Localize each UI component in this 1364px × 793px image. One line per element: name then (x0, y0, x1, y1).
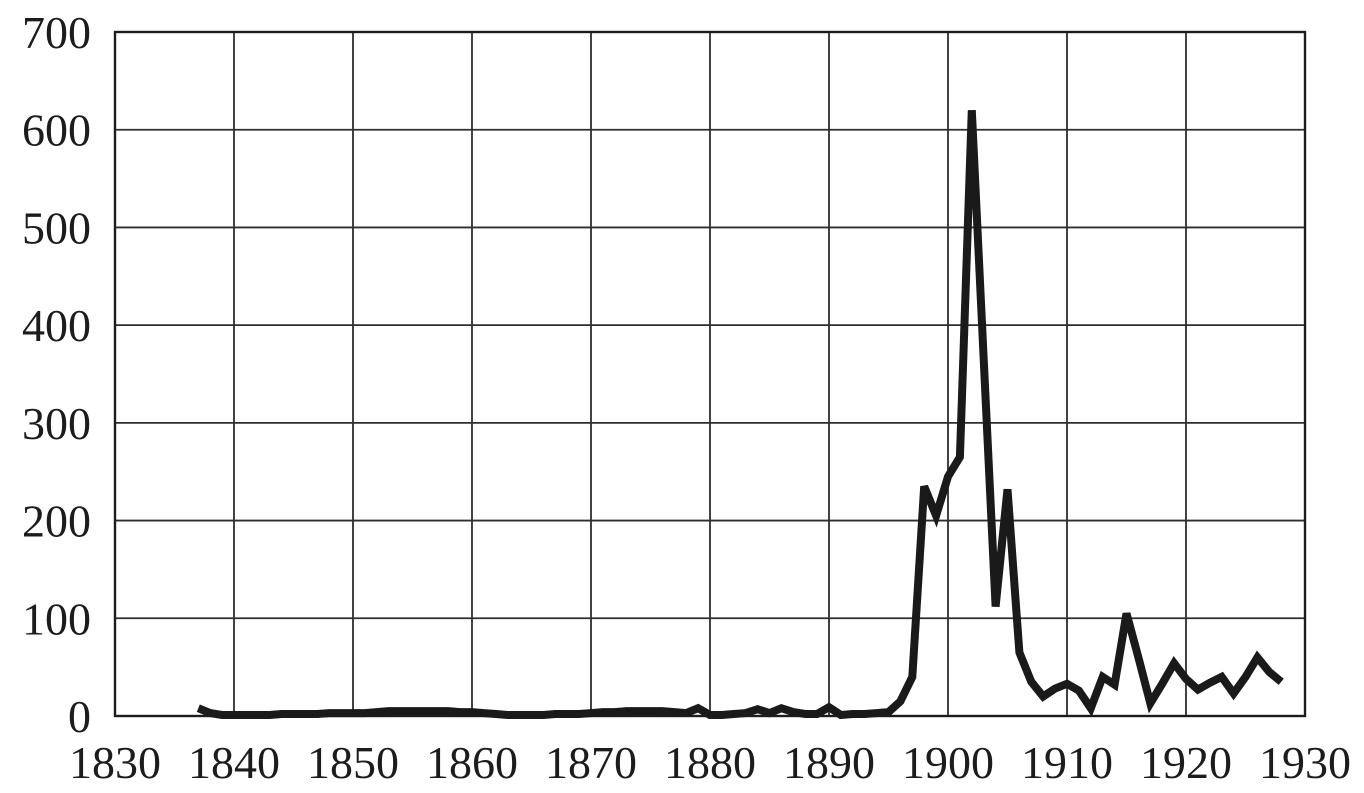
x-axis-tick-label: 1850 (307, 737, 399, 788)
y-axis-tick-label: 300 (22, 398, 91, 449)
y-axis-tick-label: 600 (22, 105, 91, 156)
y-axis-tick-label: 0 (68, 691, 91, 742)
y-axis-tick-label: 400 (22, 300, 91, 351)
x-axis-tick-label: 1920 (1140, 737, 1232, 788)
y-axis-tick-label: 100 (22, 593, 91, 644)
x-axis-tick-label: 1830 (69, 737, 161, 788)
x-axis-tick-label: 1890 (783, 737, 875, 788)
x-axis-tick-label: 1870 (545, 737, 637, 788)
y-axis-tick-label: 200 (22, 496, 91, 547)
x-axis-tick-label: 1900 (902, 737, 994, 788)
x-axis-tick-label: 1910 (1021, 737, 1113, 788)
y-axis-tick-label: 700 (22, 7, 91, 58)
y-axis-tick-label: 500 (22, 202, 91, 253)
x-axis-tick-label: 1860 (426, 737, 518, 788)
data-series-line (196, 110, 1284, 720)
x-axis-tick-label: 1880 (664, 737, 756, 788)
x-axis-tick-label: 1840 (188, 737, 280, 788)
x-axis-tick-label: 1930 (1259, 737, 1351, 788)
